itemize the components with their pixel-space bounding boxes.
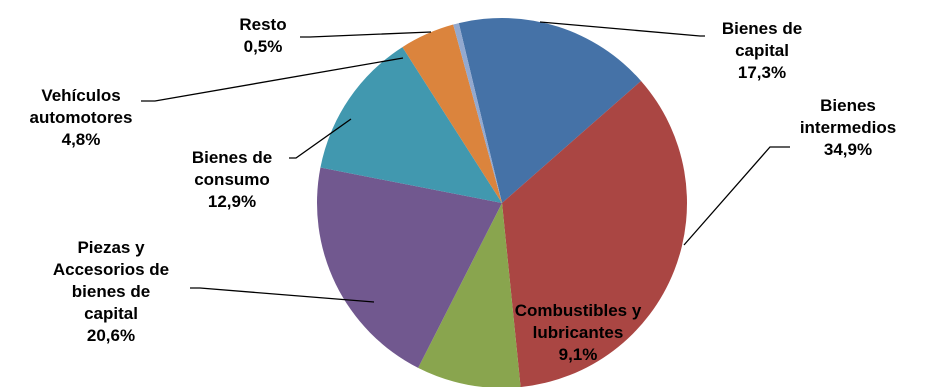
- pie-slices: [317, 17, 687, 387]
- slice-label-vehiculos-automotores: Vehículos automotores 4,8%: [30, 86, 133, 149]
- slice-label-line: capital: [84, 304, 138, 323]
- slice-value-label: 9,1%: [559, 345, 598, 364]
- leader-line-vehiculos-automotores: [141, 57, 404, 102]
- leader-line-resto: [300, 31, 432, 38]
- slice-label-bienes-de-consumo: Bienes de consumo 12,9%: [192, 148, 272, 211]
- slice-label-line: consumo: [194, 170, 270, 189]
- pie-slice-vehiculos-automotores: [402, 24, 502, 204]
- slice-label-line: capital: [735, 41, 789, 60]
- pie-slice-bienes-de-capital: [458, 17, 642, 203]
- slice-label-line: Combustibles y: [515, 301, 642, 320]
- leader-lines: [141, 21, 790, 303]
- slice-label-line: Accesorios de: [53, 260, 169, 279]
- slice-label-line: Resto: [239, 15, 286, 34]
- slice-label-line: intermedios: [800, 118, 896, 137]
- slice-value-label: 4,8%: [62, 130, 101, 149]
- slice-label-bienes-intermedios: Bienes intermedios 34,9%: [800, 96, 896, 159]
- slice-label-line: automotores: [30, 108, 133, 127]
- slice-label-resto: Resto 0,5%: [239, 15, 286, 56]
- slice-label-combustibles-y-lubricantes: Combustibles y lubricantes 9,1%: [515, 301, 642, 364]
- slice-value-label: 34,9%: [824, 140, 872, 159]
- slice-value-label: 12,9%: [208, 192, 256, 211]
- leader-line-bienes-de-consumo: [289, 118, 352, 159]
- pie-slice-resto: [453, 23, 502, 203]
- slice-labels: Bienes de capital 17,3% Bienes intermedios 34…: [30, 15, 897, 364]
- slice-label-line: Bienes: [820, 96, 876, 115]
- slice-label-line: Piezas y: [77, 238, 145, 257]
- slice-label-line: Vehículos: [41, 86, 120, 105]
- slice-label-piezas-y-accesorios-de-bienes-de-capital: Piezas y Accesorios de bienes de capital 20,…: [53, 238, 169, 345]
- leader-line-bienes-de-capital: [539, 21, 705, 37]
- slice-value-label: 17,3%: [738, 63, 786, 82]
- pie-slice-piezas-y-accesorios-de-bienes-de-capital: [317, 167, 502, 368]
- leader-line-bienes-intermedios: [683, 146, 790, 246]
- slice-value-label: 20,6%: [87, 326, 135, 345]
- slice-label-line: bienes de: [72, 282, 150, 301]
- slice-label-line: lubricantes: [533, 323, 624, 342]
- slice-label-line: Bienes de: [192, 148, 272, 167]
- pie-slice-bienes-de-consumo: [320, 47, 502, 203]
- pie-slice-bienes-intermedios: [502, 80, 687, 387]
- slice-value-label: 0,5%: [244, 37, 283, 56]
- leader-line-piezas-y-accesorios-de-bienes-de-capital: [190, 287, 375, 303]
- slice-label-bienes-de-capital: Bienes de capital 17,3%: [722, 19, 802, 82]
- pie-slice-combustibles-y-lubricantes: [418, 203, 521, 387]
- slice-label-line: Bienes de: [722, 19, 802, 38]
